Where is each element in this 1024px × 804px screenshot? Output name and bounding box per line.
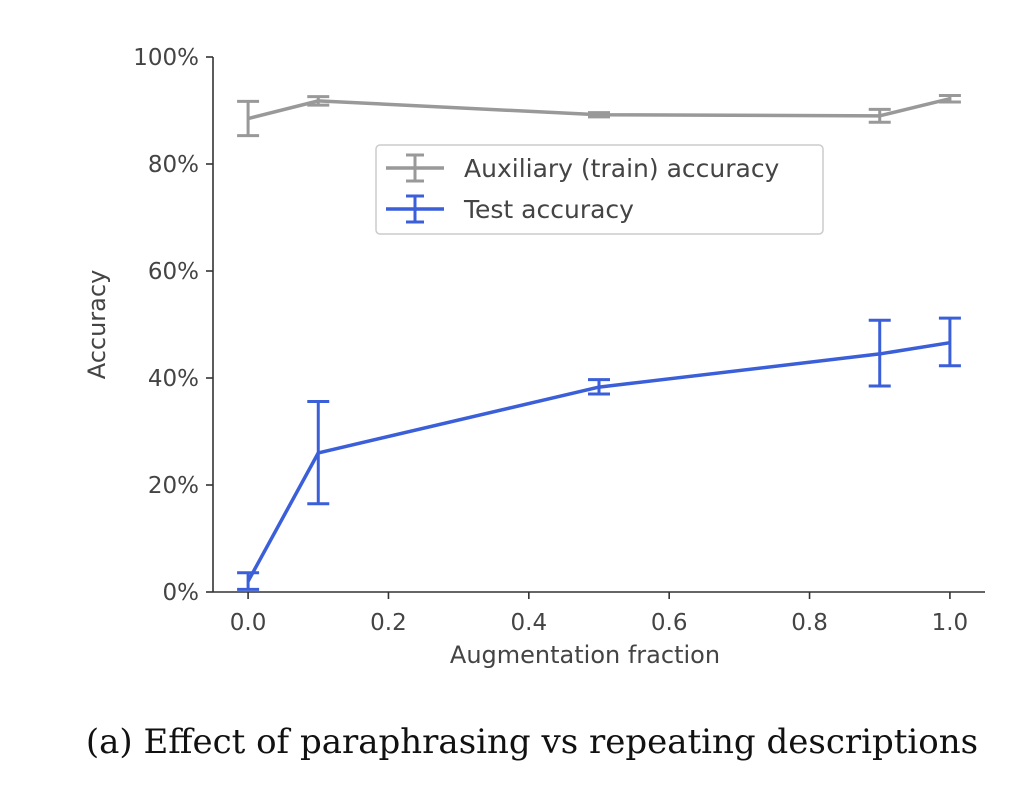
x-tick-label: 0.8 [791,610,828,636]
y-tick-label: 60% [148,259,199,285]
x-tick-label: 0.6 [651,610,688,636]
x-tick-label: 1.0 [932,610,969,636]
x-tick-label: 0.0 [230,610,267,636]
y-tick-label: 0% [163,580,200,606]
x-tick-label: 0.4 [511,610,548,636]
y-tick-label: 80% [148,152,199,178]
y-tick-label: 100% [133,45,199,71]
y-tick-label: 40% [148,366,199,392]
plot-area: 0% 20% 40% 60% 80% 100% 0.0 0.2 0.4 0.6 0.8 1.0 Augm… [83,45,985,669]
test-accuracy-line [246,340,951,583]
legend-box [375,144,824,235]
x-axis-label: Augmentation fraction [450,641,720,669]
train-accuracy-line [247,97,951,121]
y-tick-label: 20% [148,473,199,499]
legend-test-label: Test accuracy [463,195,634,224]
figure-caption: (a) Effect of paraphrasing vs repeating … [86,722,978,762]
x-tick-label: 0.2 [370,610,407,636]
y-axis-label: Accuracy [83,270,111,380]
legend-train-label: Auxiliary (train) accuracy [464,154,780,183]
